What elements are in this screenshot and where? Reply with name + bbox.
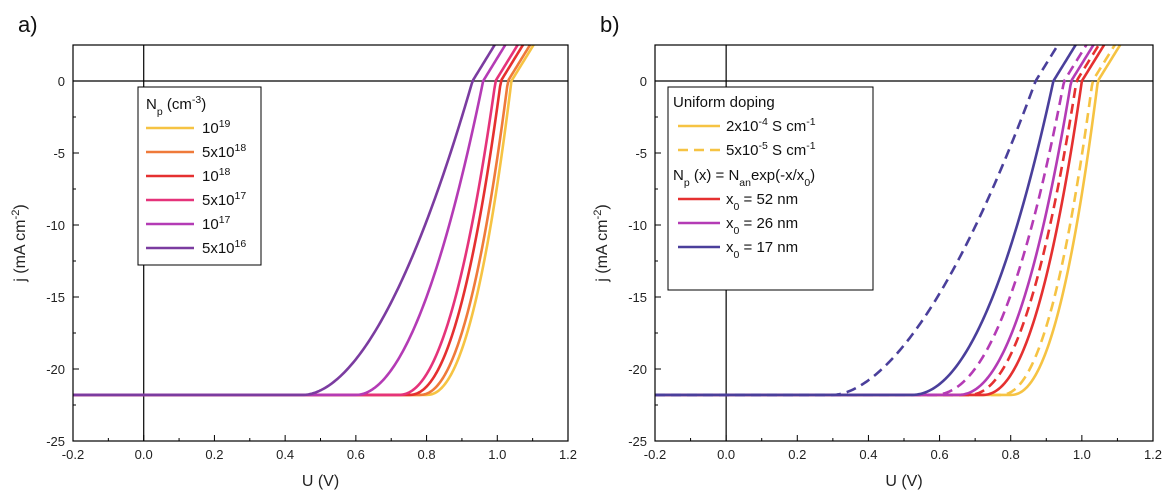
x-axis-title: U (V) (302, 473, 339, 490)
x-tick-label: 0.8 (418, 447, 436, 462)
panel-label: a) (18, 12, 38, 37)
x-tick-label: 0.2 (205, 447, 223, 462)
curves-group (655, 45, 1122, 397)
x-tick-label: 0.2 (788, 447, 806, 462)
x-tick-label: 1.0 (1073, 447, 1091, 462)
y-tick-label: -25 (628, 434, 647, 449)
legend-label: 1019 (202, 118, 231, 137)
y-tick-label: -5 (635, 146, 647, 161)
chart-panel-b: -0.2 0.0 0.2 0.4 0.6 0.8 1.0 1.2 0 -5 -10 -15 -20 -25… (592, 12, 1162, 490)
curves-group (73, 45, 536, 397)
x-tick-label: 1.0 (488, 447, 506, 462)
x-tick-label: 0.8 (1002, 447, 1020, 462)
legend-title: Np (cm-3) (146, 94, 206, 118)
legend-label: 5x1018 (202, 142, 246, 161)
x-tick-label: 0.4 (276, 447, 294, 462)
legend-label: 1018 (202, 166, 231, 185)
legend-label: 5x1017 (202, 190, 246, 209)
y-axis-title: j (mA cm-2) (592, 204, 611, 283)
x-axis-title: U (V) (885, 473, 922, 490)
legend-label: 2x10-4 S cm-1 (726, 116, 816, 135)
y-tick-label: -10 (46, 218, 65, 233)
legend-box (137, 86, 262, 266)
y-tick-label: 0 (640, 74, 647, 89)
legend-label: x0 = 26 nm (726, 215, 798, 237)
x-tick-label: 1.2 (559, 447, 577, 462)
legend-label: 5x10-5 S cm-1 (726, 140, 816, 159)
legend-label: x0 = 52 nm (726, 191, 798, 213)
x-tick-label: 0.0 (135, 447, 153, 462)
y-tick-label: -25 (46, 434, 65, 449)
x-tick-label: 0.6 (931, 447, 949, 462)
legend-heading-uniform: Uniform doping (673, 94, 775, 111)
y-tick-label: -10 (628, 218, 647, 233)
y-tick-label: -15 (46, 290, 65, 305)
y-axis-title: j (mA cm-2) (10, 204, 29, 283)
legend-heading-profile: Np (x) = Nanexp(-x/x0) (673, 167, 815, 189)
series-line-6 (73, 45, 497, 397)
y-tick-label: -15 (628, 290, 647, 305)
y-tick-label: -20 (628, 362, 647, 377)
x-tick-label: 0.0 (717, 447, 735, 462)
chart-panel-a: -0.2 0.0 0.2 0.4 0.6 0.8 1.0 1.2 0 -5 -10 -15 -20 -25… (10, 12, 577, 490)
y-tick-label: 0 (58, 74, 65, 89)
y-tick-label: -5 (53, 146, 65, 161)
x-tick-label: -0.2 (62, 447, 84, 462)
x-tick-label: 1.2 (1144, 447, 1162, 462)
x-tick-label: 0.4 (859, 447, 877, 462)
legend-box (667, 86, 874, 291)
y-tick-label: -20 (46, 362, 65, 377)
legend-label: 5x1016 (202, 238, 246, 257)
legend-label: x0 = 17 nm (726, 239, 798, 261)
x-tick-label: 0.6 (347, 447, 365, 462)
series-line-8 (655, 45, 1060, 397)
panel-label: b) (600, 12, 620, 37)
legend-label: 1017 (202, 214, 231, 233)
x-tick-label: -0.2 (644, 447, 666, 462)
